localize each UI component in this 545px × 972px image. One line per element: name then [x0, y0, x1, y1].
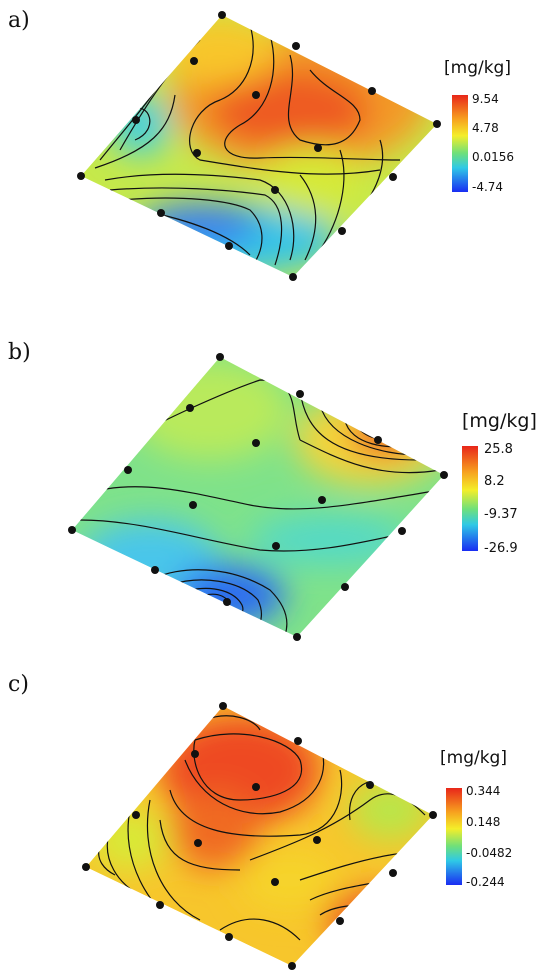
panel-a-map [77, 11, 441, 281]
panel-c-colorbar [446, 788, 462, 885]
panel-a-tick-2: 4.78 [472, 121, 499, 135]
panel-a-tick-min: -4.74 [472, 180, 504, 194]
panel-a-tick-3: 0.0156 [472, 150, 514, 164]
panel-b-colorbar [462, 446, 478, 551]
panel-b-tick-2: 8.2 [484, 474, 505, 489]
panel-b-map [68, 353, 448, 641]
panel-c-map [82, 702, 437, 970]
panel-c-label: c) [8, 672, 29, 697]
panel-a-label: a) [8, 8, 30, 33]
panel-b-unit-label: [mg/kg] [462, 410, 537, 432]
panel-b-tick-3: -9.37 [484, 507, 518, 522]
panel-c-tick-max: 0.344 [466, 784, 501, 798]
panel-b-tick-max: 25.8 [484, 442, 513, 457]
panel-b-tick-min: -26.9 [484, 541, 518, 556]
panel-c-tick-min: -0.244 [466, 875, 505, 889]
panel-c-tick-2: 0.148 [466, 815, 501, 829]
panel-a-colorbar [452, 95, 468, 192]
panel-c-tick-3: -0.0482 [466, 846, 513, 860]
panel-b-label: b) [8, 340, 31, 365]
panel-a-tick-max: 9.54 [472, 92, 499, 106]
panel-c-unit-label: [mg/kg] [440, 748, 507, 768]
panel-a-unit-label: [mg/kg] [444, 58, 511, 78]
